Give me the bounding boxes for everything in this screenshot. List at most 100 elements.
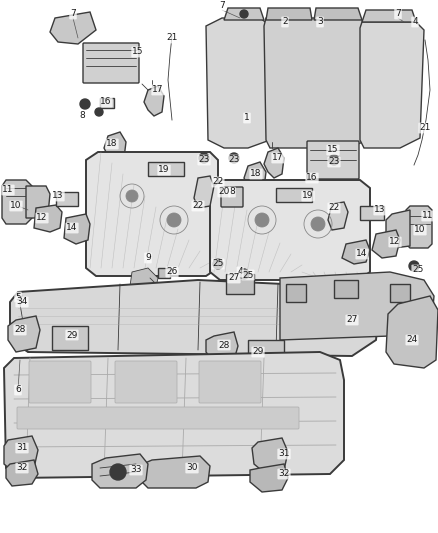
Text: 27: 27 [346, 316, 358, 325]
Circle shape [311, 217, 325, 231]
Polygon shape [50, 12, 96, 44]
Polygon shape [360, 22, 424, 148]
Text: 16: 16 [306, 174, 318, 182]
Text: 22: 22 [192, 201, 204, 211]
Text: 25: 25 [242, 271, 254, 279]
FancyBboxPatch shape [360, 206, 384, 220]
Polygon shape [264, 148, 284, 178]
Circle shape [239, 269, 249, 279]
Text: 16: 16 [100, 98, 112, 107]
Text: 4: 4 [237, 268, 243, 277]
Text: 18: 18 [106, 140, 118, 149]
Text: 7: 7 [70, 10, 76, 19]
Text: 3: 3 [317, 18, 323, 27]
Polygon shape [386, 296, 438, 368]
Circle shape [126, 190, 138, 202]
Text: 21: 21 [419, 124, 431, 133]
Text: 14: 14 [66, 223, 78, 232]
FancyBboxPatch shape [307, 141, 359, 179]
Text: 7: 7 [395, 10, 401, 19]
Text: 32: 32 [278, 470, 290, 479]
Text: 7: 7 [219, 2, 225, 11]
Polygon shape [138, 456, 210, 488]
Polygon shape [244, 162, 266, 192]
Text: 31: 31 [16, 443, 28, 453]
Circle shape [95, 108, 103, 116]
Circle shape [213, 259, 223, 269]
FancyBboxPatch shape [276, 188, 312, 202]
Text: 34: 34 [16, 297, 28, 306]
Polygon shape [34, 205, 62, 232]
Circle shape [412, 264, 416, 268]
Circle shape [199, 153, 209, 163]
Polygon shape [264, 18, 368, 148]
Polygon shape [266, 8, 312, 20]
Polygon shape [2, 180, 32, 224]
Polygon shape [86, 152, 218, 276]
Text: 23: 23 [328, 157, 340, 166]
Text: 20: 20 [218, 188, 230, 197]
Text: 22: 22 [212, 177, 224, 187]
Text: 19: 19 [302, 191, 314, 200]
Text: 27: 27 [228, 273, 240, 282]
FancyBboxPatch shape [226, 274, 254, 294]
Polygon shape [224, 8, 264, 20]
Text: 18: 18 [250, 169, 262, 179]
FancyBboxPatch shape [100, 98, 114, 108]
Polygon shape [342, 240, 370, 264]
Text: 2: 2 [282, 18, 288, 27]
Text: 32: 32 [16, 464, 28, 472]
Polygon shape [362, 10, 416, 22]
Text: 22: 22 [328, 204, 339, 213]
Text: 25: 25 [412, 265, 424, 274]
Circle shape [110, 464, 126, 480]
Text: 15: 15 [132, 47, 144, 56]
Circle shape [229, 153, 239, 163]
FancyBboxPatch shape [29, 361, 91, 403]
Circle shape [167, 213, 181, 227]
Polygon shape [406, 206, 432, 248]
FancyBboxPatch shape [334, 280, 358, 298]
Text: 4: 4 [412, 18, 418, 27]
FancyBboxPatch shape [52, 326, 88, 350]
Text: 9: 9 [145, 254, 151, 262]
Text: 21: 21 [166, 34, 178, 43]
Polygon shape [130, 268, 158, 296]
Polygon shape [8, 316, 40, 352]
Text: 10: 10 [414, 225, 426, 235]
Polygon shape [386, 210, 410, 248]
Text: 1: 1 [244, 114, 250, 123]
Text: 24: 24 [406, 335, 417, 344]
Polygon shape [328, 202, 348, 230]
Text: 5: 5 [15, 293, 21, 302]
FancyBboxPatch shape [158, 268, 170, 278]
FancyBboxPatch shape [148, 162, 184, 176]
Circle shape [329, 155, 339, 165]
Text: 15: 15 [327, 146, 339, 155]
Text: 12: 12 [36, 214, 48, 222]
Circle shape [409, 261, 419, 271]
Text: 23: 23 [198, 156, 210, 165]
FancyBboxPatch shape [83, 43, 139, 83]
Polygon shape [4, 436, 38, 474]
Polygon shape [10, 280, 380, 356]
Polygon shape [104, 132, 126, 162]
Text: 13: 13 [52, 191, 64, 200]
Text: 28: 28 [14, 326, 26, 335]
Polygon shape [252, 438, 288, 474]
Text: 11: 11 [2, 185, 14, 195]
Polygon shape [250, 464, 288, 492]
Text: 31: 31 [278, 449, 290, 458]
Text: 13: 13 [374, 206, 386, 214]
Text: 6: 6 [15, 385, 21, 394]
Text: 23: 23 [228, 156, 240, 165]
Circle shape [255, 213, 269, 227]
Text: 8: 8 [79, 111, 85, 120]
Text: 26: 26 [166, 268, 178, 277]
FancyBboxPatch shape [56, 192, 78, 206]
Text: 14: 14 [356, 249, 367, 259]
Polygon shape [4, 352, 344, 478]
FancyBboxPatch shape [248, 340, 284, 362]
Text: 10: 10 [10, 201, 22, 211]
Text: 28: 28 [218, 341, 230, 350]
